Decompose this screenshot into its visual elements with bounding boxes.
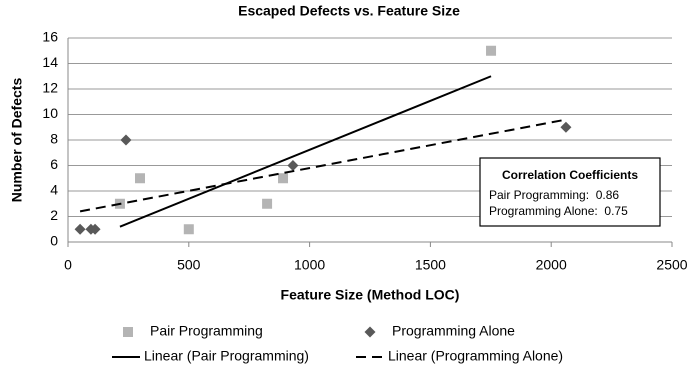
diamond-marker <box>287 160 299 171</box>
square-marker <box>262 198 273 209</box>
trend-line <box>79 118 567 213</box>
square-marker <box>183 224 194 235</box>
square-marker <box>123 327 133 337</box>
annotation-box: Correlation Coefficients Pair Programmin… <box>479 157 661 227</box>
diamond-marker <box>364 326 376 338</box>
legend-item: Linear (Pair Programming) <box>112 348 309 364</box>
y-tick-label: 16 <box>42 29 58 45</box>
square-marker <box>278 173 289 184</box>
annotation-frame <box>479 157 661 227</box>
legend-label: Linear (Pair Programming) <box>144 348 309 364</box>
annotation-title: Correlation Coefficients <box>502 168 638 182</box>
legend-label: Programming Alone <box>392 323 515 339</box>
x-tick-label: 1500 <box>415 257 446 273</box>
legend-item: Linear (Programming Alone) <box>356 348 563 364</box>
diamond-marker <box>89 223 101 235</box>
y-tick-label: 2 <box>50 207 58 223</box>
trend-line <box>119 75 492 228</box>
y-tick-label: 0 <box>50 233 58 249</box>
y-tick-label: 4 <box>50 182 58 198</box>
y-tick-label: 8 <box>50 131 58 147</box>
chart-title: Escaped Defects vs. Feature Size <box>238 3 460 19</box>
x-tick-label: 2000 <box>536 257 567 273</box>
x-tick-label: 1000 <box>294 257 325 273</box>
legend-label: Linear (Programming Alone) <box>388 348 563 364</box>
x-tick-label: 500 <box>177 257 201 273</box>
diamond-marker <box>120 134 132 146</box>
y-tick-label: 12 <box>42 80 58 96</box>
annotation-line: Programming Alone: 0.75 <box>489 204 628 218</box>
y-axis-label: Number of Defects <box>9 78 25 203</box>
legend-item: Programming Alone <box>364 323 515 339</box>
legend-label: Pair Programming <box>150 323 263 339</box>
diamond-marker <box>560 121 572 133</box>
square-marker <box>486 45 497 56</box>
x-tick-label: 2500 <box>656 257 687 273</box>
y-tick-label: 14 <box>42 54 58 70</box>
y-tick-label: 10 <box>42 105 58 121</box>
x-tick-label: 0 <box>64 257 72 273</box>
square-marker <box>134 173 145 184</box>
y-tick-label: 6 <box>50 156 58 172</box>
annotation-line: Pair Programming: 0.86 <box>489 188 619 202</box>
legend-item: Pair Programming <box>123 323 263 339</box>
x-axis-label: Feature Size (Method LOC) <box>281 287 460 303</box>
diamond-marker <box>74 223 86 235</box>
plot-area: 0 2 4 6 8 10 12 14 16 0 500 1000 1500 2000 2500 <box>42 29 687 273</box>
